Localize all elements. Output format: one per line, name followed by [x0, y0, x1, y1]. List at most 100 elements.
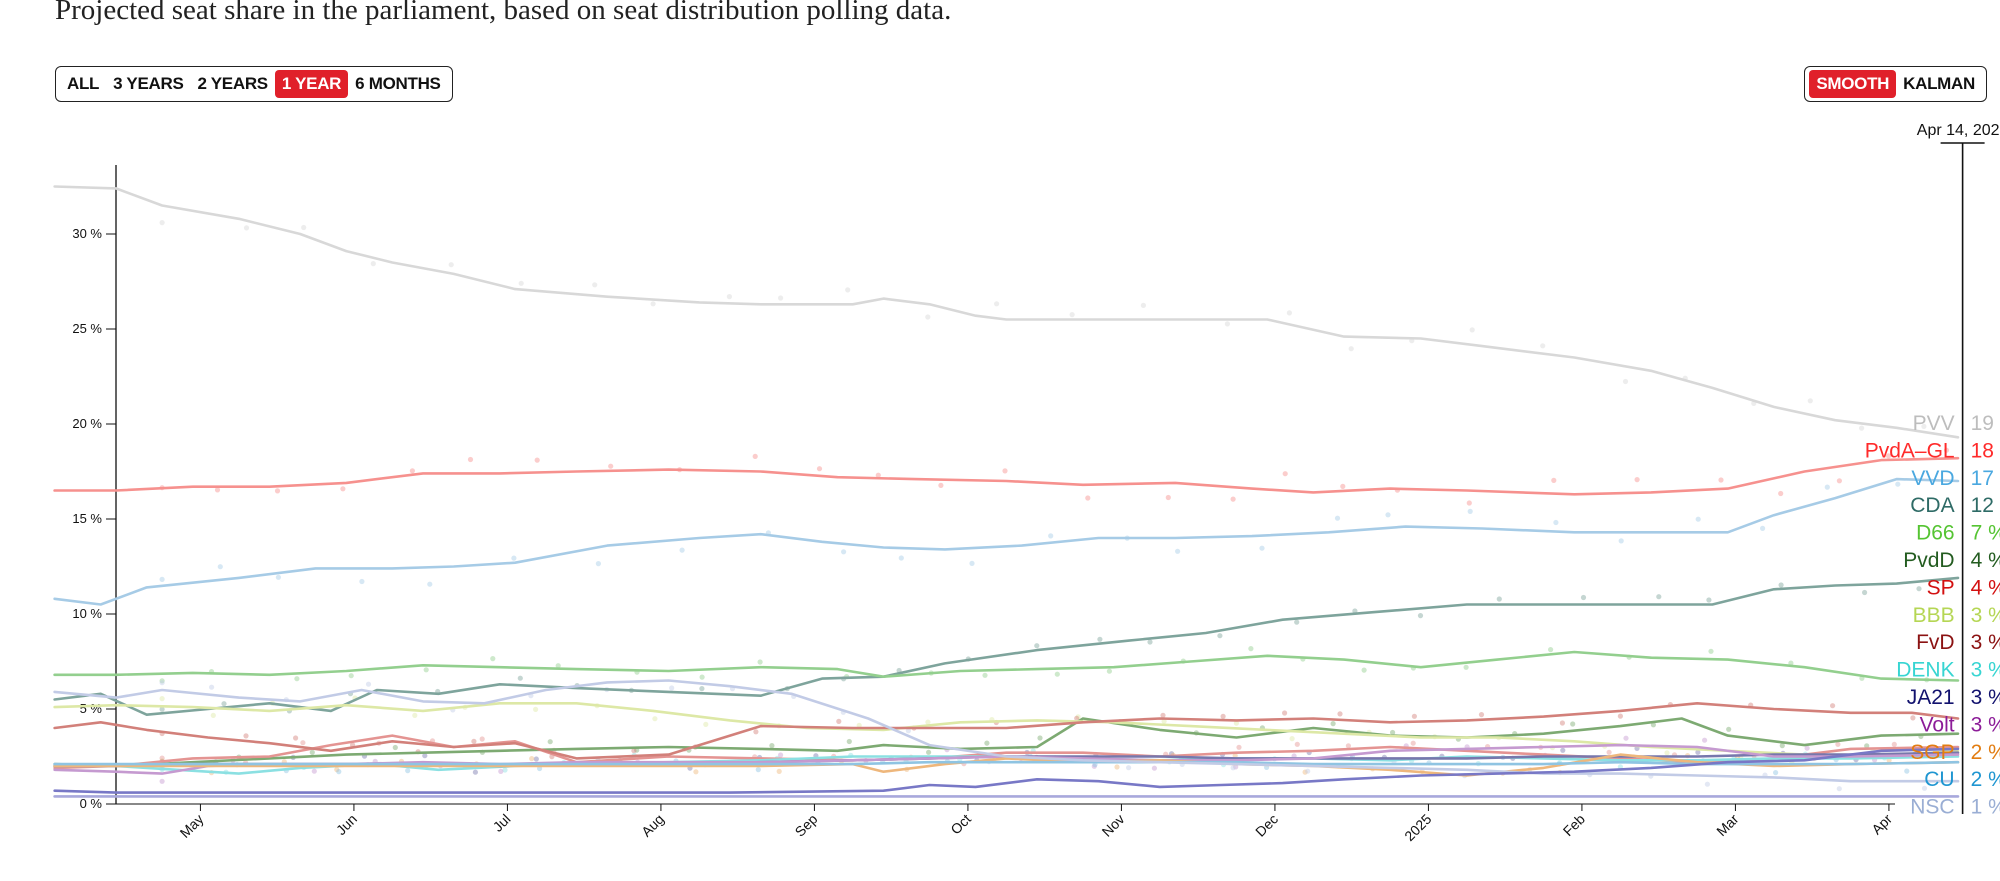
series-line-cda[interactable] — [53, 576, 1960, 716]
poll-dot — [1282, 471, 1288, 477]
poll-dot — [969, 560, 975, 567]
range-2-years-button[interactable]: 2 YEARS — [191, 70, 275, 98]
poll-dot — [1943, 447, 1950, 453]
poll-dot — [845, 287, 851, 293]
poll-dot — [405, 768, 411, 774]
x-tick-label: Sep — [792, 811, 821, 840]
poll-dot — [769, 743, 775, 749]
poll-dot — [752, 453, 758, 459]
poll-dot — [300, 740, 306, 746]
poll-dot — [1859, 425, 1865, 431]
party-name-sgp: SGP — [1910, 741, 1954, 764]
poll-dot — [1478, 712, 1485, 718]
poll-dot — [1305, 768, 1311, 774]
party-value-pvda-gl: 18 % — [1971, 439, 2000, 462]
poll-dot — [502, 767, 508, 773]
series-line-pvv[interactable] — [53, 185, 1960, 439]
poll-dot — [1330, 721, 1336, 727]
poll-dot — [1352, 608, 1358, 614]
date-cursor-label: Apr 14, 2025 — [1917, 122, 2000, 139]
party-name-sp: SP — [1927, 576, 1955, 599]
party-labels-layer: PVV 19 % PvdA–GL 18 % VVD 17 % CDA 12 % D66 7 % Pv… — [1865, 412, 2000, 819]
poll-dot — [547, 739, 553, 745]
party-value-vvd: 17 % — [1971, 467, 2000, 490]
poll-dot — [778, 752, 784, 758]
date-cursor[interactable]: Apr 14, 2025 — [1917, 122, 2000, 814]
party-name-fvd: FvD — [1916, 631, 1955, 654]
poll-dot — [753, 729, 759, 735]
series-line-pvdd[interactable] — [53, 717, 1960, 768]
x-tick-label: Oct — [947, 811, 974, 838]
range-all-button[interactable]: ALL — [60, 70, 106, 98]
party-value-sgp: 2 % — [1971, 741, 2000, 764]
series-line-cu[interactable] — [53, 760, 1960, 766]
poll-dot — [409, 468, 415, 474]
poll-dot — [472, 769, 478, 775]
party-value-ja21: 3 % — [1971, 686, 2000, 709]
poll-dot — [1496, 596, 1502, 602]
poll-dot — [471, 738, 477, 745]
x-tick-label: Dec — [1252, 811, 1281, 840]
series-line-d66[interactable] — [53, 650, 1960, 682]
poll-dot — [392, 744, 398, 751]
poll-dot — [650, 301, 656, 307]
x-tick-label: Apr — [1868, 811, 1895, 838]
range-6-months-button[interactable]: 6 MONTHS — [348, 70, 447, 98]
poll-dot — [726, 294, 733, 300]
poll-dot — [340, 486, 346, 492]
poll-dot — [214, 487, 221, 493]
poll-dot — [841, 549, 847, 555]
poll-dot — [1140, 302, 1146, 308]
poll-dot — [422, 753, 428, 759]
poll-dot — [757, 659, 763, 665]
poll-dot — [1230, 765, 1236, 771]
x-tick-label: Jul — [490, 811, 514, 835]
poll-dot — [1224, 321, 1230, 327]
poll-dot — [1540, 343, 1546, 349]
model-kalman-button[interactable]: KALMAN — [1896, 70, 1982, 98]
poll-dot — [412, 712, 418, 719]
range-1-year-button[interactable]: 1 YEAR — [274, 70, 349, 98]
poll-dot — [159, 576, 165, 583]
series-line-pvda-gl[interactable] — [53, 456, 1960, 496]
poll-dot — [467, 456, 474, 463]
party-name-bbb: BBB — [1913, 604, 1955, 627]
poll-dot — [1232, 753, 1238, 759]
poll-dot — [517, 675, 523, 681]
series-line-fvd[interactable] — [53, 702, 1960, 760]
poll-dot — [1553, 519, 1559, 526]
poll-dot — [1910, 715, 1916, 721]
series-line-other[interactable] — [53, 747, 1960, 794]
x-tick-label: Nov — [1099, 811, 1128, 840]
poll-dot — [1411, 713, 1417, 719]
range-3-years-button[interactable]: 3 YEARS — [106, 70, 190, 98]
poll-dot — [1075, 714, 1081, 720]
party-name-pvdd: PvdD — [1903, 549, 1954, 572]
x-tick-label: Jun — [333, 811, 360, 838]
series-line-vvd[interactable] — [53, 477, 1960, 606]
y-tick-label: 30 % — [72, 226, 102, 241]
poll-dot — [1417, 613, 1424, 619]
poll-dot — [699, 674, 705, 680]
poll-dot — [1895, 481, 1901, 487]
party-value-volt: 3 % — [1971, 713, 2000, 736]
party-name-vvd: VVD — [1911, 467, 1954, 490]
model-smooth-button[interactable]: SMOOTH — [1809, 70, 1897, 98]
poll-dot — [1760, 525, 1766, 532]
poll-dot — [427, 581, 433, 587]
series-line-nsc[interactable] — [53, 679, 1960, 783]
poll-dot — [693, 769, 699, 775]
party-value-pvdd: 4 % — [1971, 549, 2000, 572]
poll-dot — [1085, 495, 1091, 501]
poll-dot — [1385, 512, 1391, 518]
poll-dot — [1294, 619, 1300, 625]
party-value-cu: 2 % — [1971, 768, 2000, 791]
poll-dot — [309, 749, 315, 756]
poll-dot — [1580, 594, 1587, 601]
poll-dot — [1916, 586, 1922, 592]
poll-dot — [1788, 660, 1794, 666]
poll-dot — [1467, 508, 1473, 514]
poll-dot — [533, 756, 539, 762]
poll-dot — [1074, 715, 1080, 721]
